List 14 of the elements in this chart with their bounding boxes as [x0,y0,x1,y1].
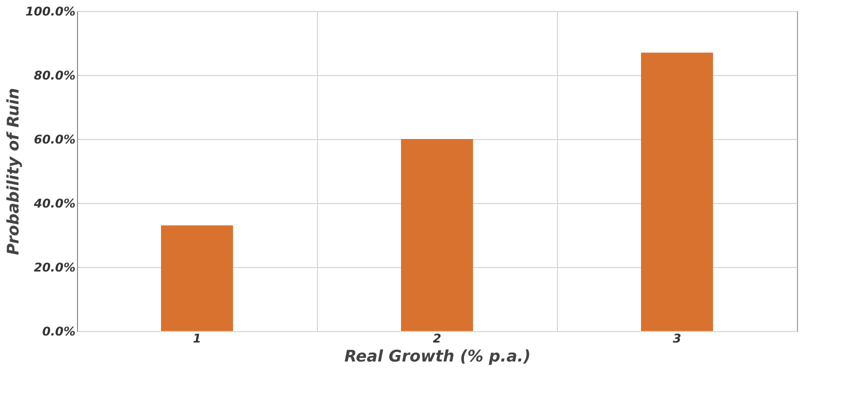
bar [641,52,713,331]
x-tick-label: 1 [192,332,202,346]
x-tick-label: 3 [672,332,682,346]
bar [161,225,233,331]
bar [401,139,473,331]
y-tick-label: 40.0% [32,196,76,210]
y-tick-label: 60.0% [34,132,76,146]
y-axis-title: Probability of Ruin [4,88,23,256]
y-tick-label: 20.0% [34,260,76,274]
x-tick-label: 2 [432,332,442,346]
y-tick-label: 100.0% [26,4,76,18]
x-axis-title: Real Growth (% p.a.) [344,346,531,366]
y-tick-label: 80.0% [34,68,76,82]
y-tick-label: 0.0% [42,324,76,338]
